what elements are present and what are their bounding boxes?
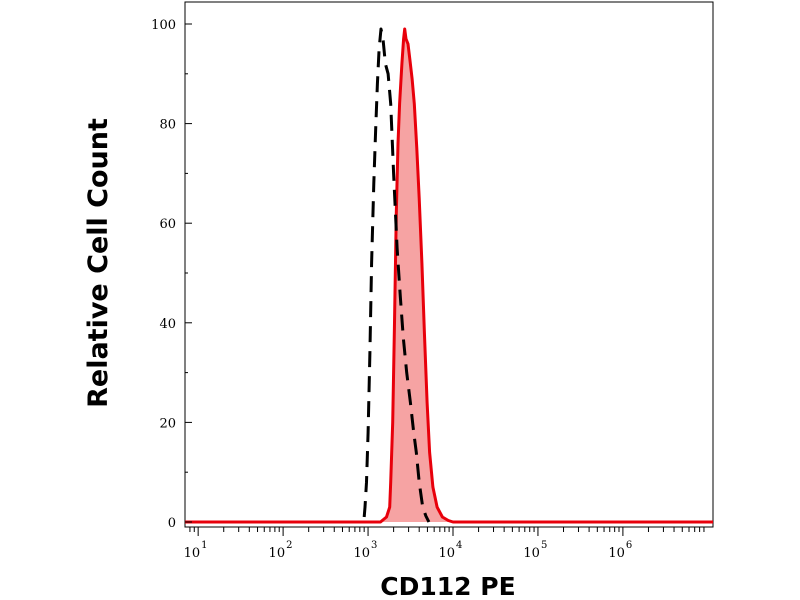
series-0-area [185,29,713,522]
y-tick-label-80: 80 [159,118,176,133]
x-tick-label-base-4: 10 [438,546,455,561]
plot-frame [184,1,714,528]
x-tick-label-exp-2: 2 [286,540,292,551]
x-tick-label-exp-3: 3 [371,540,377,551]
series-1-line [362,27,431,523]
x-tick-label-base-2: 10 [269,546,286,561]
y-tick-label-60: 60 [159,217,176,232]
x-tick-label-exp-4: 4 [456,540,462,551]
x-tick-label-base-3: 10 [354,546,371,561]
x-tick-label-exp-6: 6 [626,540,632,551]
x-axis-label: CD112 PE [380,572,515,600]
x-tick-label-base-1: 10 [184,546,201,561]
series-0-line [185,27,713,524]
x-tick-label-base-5: 10 [523,546,540,561]
x-tick-label-exp-5: 5 [541,540,547,551]
y-tick-label-20: 20 [159,416,176,431]
y-tick-label-0: 0 [168,516,176,531]
y-tick-label-100: 100 [151,18,176,33]
y-tick-label-40: 40 [159,317,176,332]
y-axis-label: Relative Cell Count [83,118,114,408]
x-tick-label-base-6: 10 [608,546,625,561]
x-tick-label-exp-1: 1 [201,540,207,551]
